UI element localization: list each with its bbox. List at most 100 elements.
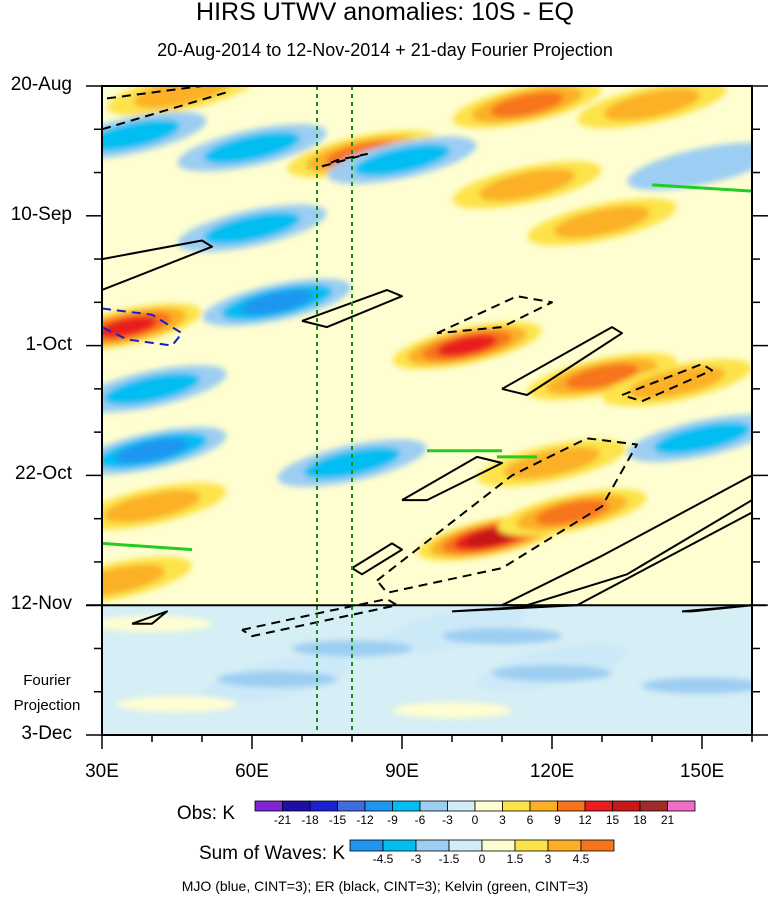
waves-colorbar-tick: -1.5 [438,852,460,866]
y-tick-label: 3-Dec [21,723,72,744]
projection-label-line: Projection [13,697,81,714]
anomaly-cell [627,142,752,191]
contour-er [681,604,752,613]
contour-er [376,437,638,594]
contour-kelvin [651,183,752,193]
projection-label-line: Fourier [23,672,71,689]
contour-er [241,598,398,638]
contour-kelvin [102,541,193,552]
contour-er [102,91,228,131]
waves-colorbar-swatch [349,839,384,852]
anomaly-cell [102,316,157,338]
chart-subtitle: 20-Aug-2014 to 12-Nov-2014 + 21-day Four… [157,40,613,60]
obs-colorbar-tick: -3 [442,813,453,827]
y-tick-label: 10-Sep [10,203,72,225]
waves-colorbar-tick: 4.5 [572,852,590,866]
obs-colorbar-tick: 12 [578,813,592,827]
projection-cell [642,677,752,694]
contour-mjo [102,307,183,347]
x-tick-label: 90E [385,761,419,782]
anomaly-cell [115,438,189,464]
anomaly-cell [102,564,166,597]
x-tick-label: 150E [679,761,725,782]
contour-er [401,455,503,502]
anomaly-cell [503,447,601,480]
obs-colorbar-tick: 9 [554,813,561,827]
obs-colorbar-swatch [254,800,283,812]
obs-colorbar-swatch [639,800,668,812]
obs-colorbar-tick: 18 [633,813,647,827]
obs-colorbar-swatch [392,800,421,812]
contour-er [131,610,168,625]
obs-colorbar-swatch [529,800,558,812]
plot-frame [101,85,753,736]
obs-colorbar-swatch [667,800,696,812]
obs-colorbar-swatch [557,800,586,812]
waves-colorbar-tick: -3 [410,852,422,866]
contour-er [621,363,713,403]
projection-cell [102,615,212,632]
projection-cell [217,671,337,688]
contour-er [436,295,553,335]
contour-er [321,153,368,168]
projection-cell [117,696,237,713]
obs-colorbar-tick: -18 [301,813,319,827]
anomaly-cell [603,88,701,121]
y-tick-label: 20-Aug [10,74,72,95]
waves-colorbar-tick: 0 [478,852,486,866]
projection-cell [392,702,512,719]
obs-colorbar-tick: 21 [660,813,675,827]
waves-colorbar-tick: -4.5 [372,852,394,866]
anomaly-cell [240,289,314,315]
anomaly-cell [490,91,564,118]
waves-colorbar-swatch [514,839,549,852]
obs-colorbar-swatch [309,800,338,812]
chart-title: HIRS UTWV anomalies: 10S - EQ [196,0,574,26]
contour-er [501,326,623,396]
legend-caption: MJO (blue, CINT=3); ER (black, CINT=3); … [181,878,589,894]
obs-colorbar-tick: -21 [273,813,292,827]
y-tick-label: 12-Nov [10,593,72,615]
y-tick-label: 22-Oct [14,463,72,485]
waves-colorbar-tick: 3 [544,852,552,866]
obs-colorbar-swatch [419,800,448,812]
x-tick-label: 120E [529,761,575,782]
anomaly-cell [437,334,497,357]
contour-er [576,511,752,607]
waves-colorbar-swatch [448,839,483,852]
obs-colorbar-swatch [282,800,311,812]
anomaly-cell [553,205,651,238]
anomaly-cell [653,422,751,455]
contour-er [106,86,203,100]
anomaly-cell [103,372,201,405]
obs-colorbar-swatch [364,800,393,812]
obs-colorbar-tick: 15 [605,813,620,827]
anomaly-cell [102,119,181,152]
contour-er [351,542,403,576]
obs-colorbar-swatch [612,800,641,812]
anomaly-cell [103,490,201,523]
waves-colorbar-swatch [415,839,450,852]
obs-colorbar-tick: 6 [526,813,534,827]
anomaly-cell [535,499,609,526]
waves-colorbar-swatch [580,839,615,852]
contour-er [301,289,403,329]
obs-colorbar-tick: 3 [499,813,506,827]
projection-cell [492,665,612,682]
obs-colorbar-tick: -15 [328,813,347,827]
waves-colorbar-label: Sum of Waves: K [198,843,345,864]
anomaly-cell [353,144,451,177]
waves-colorbar-tick: 1.5 [506,852,524,866]
waves-colorbar-swatch [547,839,582,852]
obs-colorbar-swatch [474,800,503,812]
anomaly-cell [203,212,301,245]
obs-colorbar-tick: 0 [471,813,479,827]
obs-colorbar-tick: -9 [387,813,398,827]
projection-cell [442,628,562,645]
anomaly-cell [478,168,576,201]
obs-colorbar-tick: -12 [356,813,374,827]
obs-colorbar-label: Obs: K [176,803,235,824]
anomaly-cell [565,363,639,390]
obs-colorbar-tick: -6 [414,813,426,827]
